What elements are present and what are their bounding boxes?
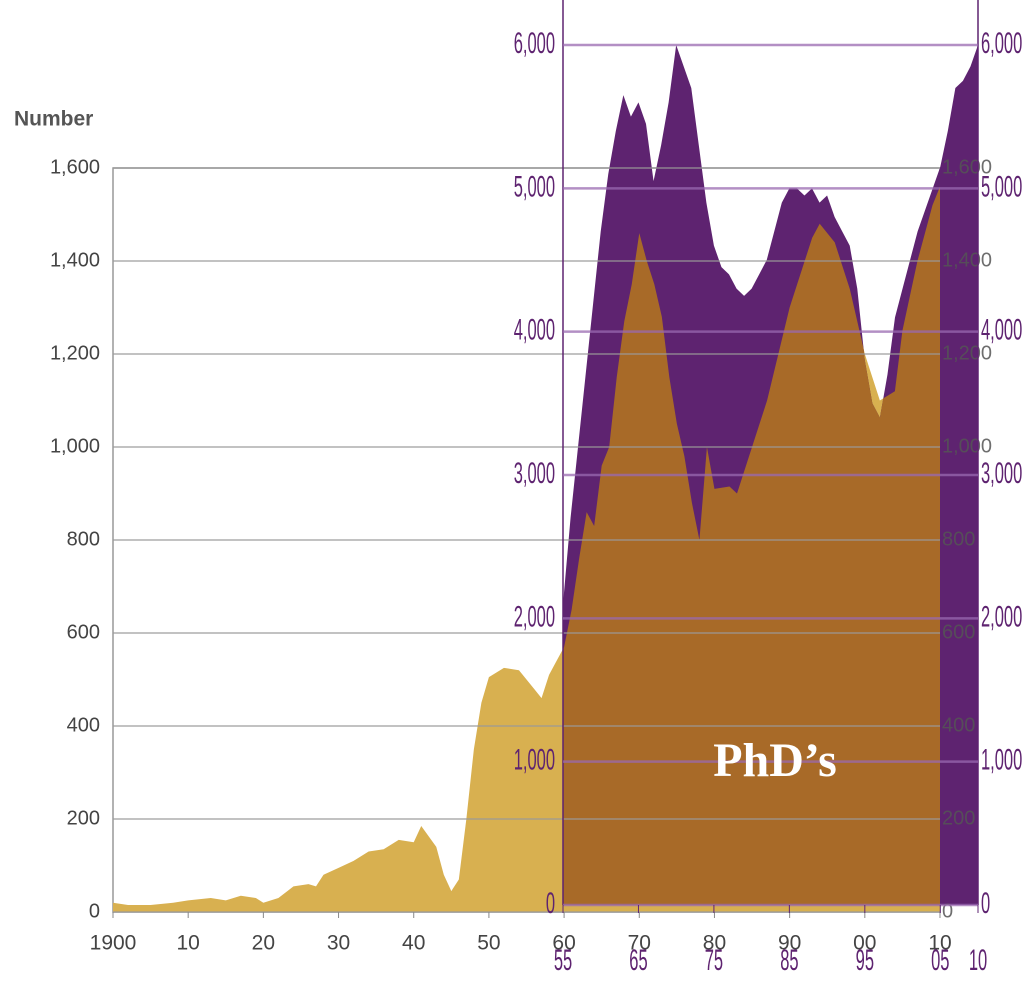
y-tick-label: 0: [89, 900, 100, 922]
x-tick-label: 00: [853, 932, 876, 955]
y-tick-label: 400: [67, 714, 100, 736]
y-tick-label: 5,000: [514, 170, 555, 203]
y-tick-label: 6,000: [514, 27, 555, 60]
y-tick-label: 200: [67, 807, 100, 829]
x-tick-label: 70: [628, 932, 651, 955]
x-tick-label: 55: [554, 944, 572, 977]
y-tick-label-right: 400: [942, 714, 975, 736]
x-tick-label: 10: [969, 944, 987, 977]
x-tick-label: 85: [780, 944, 798, 977]
y-tick-label-right: 1,000: [981, 744, 1022, 777]
y-tick-label: 800: [67, 528, 100, 550]
x-tick-label: 60: [552, 932, 575, 955]
x-tick-label: 05: [931, 944, 949, 977]
y-tick-label-right: 6,000: [981, 27, 1022, 60]
x-tick-label: 65: [629, 944, 647, 977]
y-tick-label-right: 3,000: [981, 457, 1022, 490]
y-tick-label-right: 1,200: [942, 342, 992, 364]
y-tick-label-right: 800: [942, 528, 975, 550]
x-tick-label: 95: [856, 944, 874, 977]
y-tick-label-right: 0: [981, 887, 990, 920]
y-tick-label: 1,600: [50, 156, 100, 178]
y-axis-label: Number: [14, 108, 93, 131]
x-tick-label: 10: [928, 932, 951, 955]
y-tick-label: 600: [67, 621, 100, 643]
y-tick-label-right: 5,000: [981, 170, 1022, 203]
x-tick-label: 10: [177, 932, 200, 955]
y-tick-label-right: 2,000: [981, 600, 1022, 633]
y-tick-label: 1,000: [514, 744, 555, 777]
y-tick-label-right: 0: [942, 900, 953, 922]
y-tick-label-right: 1,600: [942, 156, 992, 178]
overlap-area: [563, 186, 940, 905]
annotation: PhD’s: [713, 734, 837, 787]
x-tick-label: 50: [477, 932, 500, 955]
y-tick-label-right: 4,000: [981, 314, 1022, 347]
y-tick-label: 3,000: [514, 457, 555, 490]
y-tick-label: 1,000: [50, 435, 100, 457]
x-tick-label: 20: [252, 932, 275, 955]
y-tick-label: 1,400: [50, 249, 100, 271]
x-tick-label: 75: [705, 944, 723, 977]
y-tick-label: 4,000: [514, 314, 555, 347]
y-tick-label: 1,200: [50, 342, 100, 364]
y-tick-label: 0: [546, 887, 555, 920]
y-tick-label-right: 1,000: [942, 435, 992, 457]
y-tick-label-right: 1,400: [942, 249, 992, 271]
y-tick-label-right: 600: [942, 621, 975, 643]
x-tick-label: 80: [703, 932, 726, 955]
y-tick-label: 2,000: [514, 600, 555, 633]
x-tick-label: 1900: [90, 932, 137, 955]
x-tick-label: 30: [327, 932, 350, 955]
y-tick-label-right: 200: [942, 807, 975, 829]
x-tick-label: 90: [778, 932, 801, 955]
x-tick-label: 40: [402, 932, 425, 955]
